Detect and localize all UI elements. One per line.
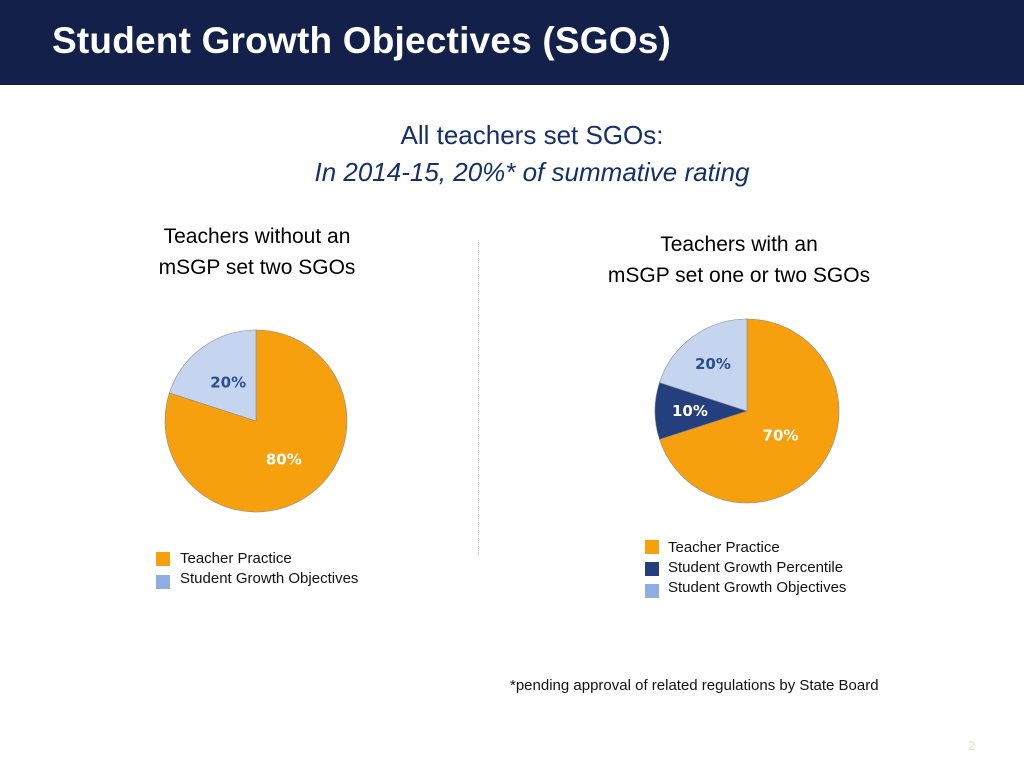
left-chart-title-line-1: Teachers without an bbox=[163, 225, 351, 248]
right-chart-title-line-1: Teachers with an bbox=[660, 233, 818, 256]
subtitle-line-2: In 2014-15, 20%* of summative rating bbox=[314, 157, 750, 187]
pie-label-teacher-practice: 80% bbox=[266, 450, 302, 468]
pie-label-student-growth-objectives: 20% bbox=[210, 374, 246, 392]
slide-title: Student Growth Objectives (SGOs) bbox=[52, 20, 672, 61]
title-bar: Student Growth Objectives (SGOs) bbox=[0, 0, 1024, 85]
pie-label-teacher-practice: 70% bbox=[763, 426, 799, 444]
panel-divider bbox=[478, 240, 479, 555]
right-pie-chart: 70% 10% 20% bbox=[654, 318, 840, 504]
pie-slice-student-growth-objectives bbox=[659, 318, 748, 412]
legend-swatch-teacher-practice bbox=[156, 552, 170, 566]
pie-label-student-growth-percentile: 10% bbox=[672, 402, 708, 420]
legend-label-student-growth-objectives: Student Growth Objectives bbox=[668, 579, 847, 596]
legend-label-student-growth-objectives: Student Growth Objectives bbox=[180, 570, 359, 587]
right-chart-title: Teachers with an mSGP set one or two SGO… bbox=[580, 229, 898, 291]
left-pie-chart: 80% 20% bbox=[164, 329, 348, 513]
legend-swatch-teacher-practice bbox=[645, 540, 659, 554]
legend-label-teacher-practice: Teacher Practice bbox=[180, 550, 292, 567]
left-chart-title-line-2: mSGP set two SGOs bbox=[158, 256, 356, 279]
footnote: *pending approval of related regulations… bbox=[510, 677, 879, 694]
pie-label-student-growth-objectives: 20% bbox=[695, 355, 731, 373]
left-chart-title: Teachers without an mSGP set two SGOs bbox=[120, 221, 394, 283]
legend-label-student-growth-percentile: Student Growth Percentile bbox=[668, 559, 844, 576]
legend-label-teacher-practice: Teacher Practice bbox=[668, 539, 780, 556]
right-chart-title-line-2: mSGP set one or two SGOs bbox=[607, 264, 871, 287]
pie-slice-teacher-practice bbox=[659, 318, 840, 504]
legend-swatch-student-growth-percentile bbox=[645, 562, 659, 576]
subtitle-line-1: All teachers set SGOs: bbox=[400, 120, 664, 150]
pie-slice-student-growth-objectives bbox=[169, 329, 257, 422]
page-number: 2 bbox=[968, 738, 976, 753]
legend-swatch-student-growth-objectives bbox=[156, 575, 170, 589]
legend-swatch-student-growth-objectives bbox=[645, 584, 659, 598]
